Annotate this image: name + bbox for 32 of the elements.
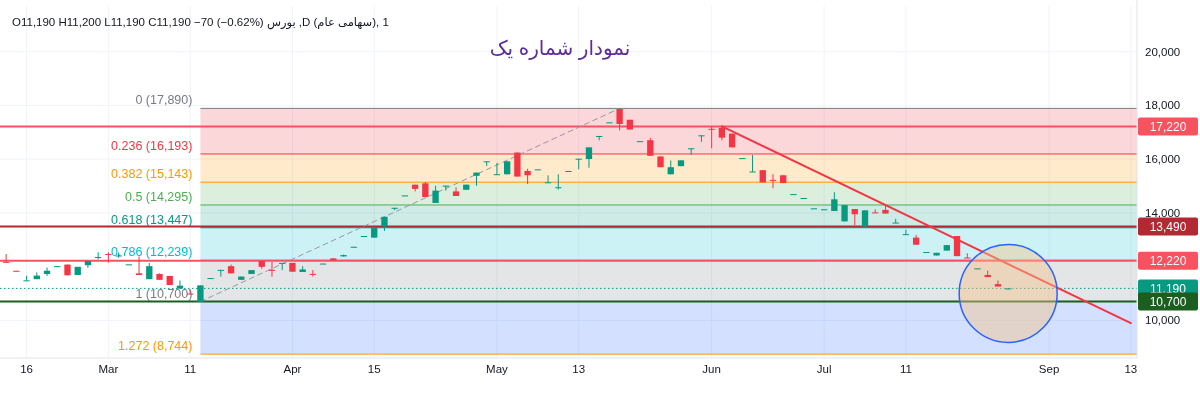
annotation: 1 (10,700) [135,286,193,301]
x-tick-label: 11 [899,363,912,375]
y-tick-label: 20,000 [1145,45,1181,58]
ref-line-label: 12,220 [1149,253,1187,268]
annotation: 0 (17,890) [135,93,193,108]
x-tick-label: Apr [283,363,302,375]
y-tick-label: 16,000 [1145,153,1181,166]
annotation: 0.786 (12,239) [111,245,193,260]
y-tick-label: 18,000 [1145,99,1181,112]
x-tick-label: 13 [572,363,586,375]
ref-line-label: 13,490 [1149,219,1187,234]
ref-line-label: 17,220 [1149,119,1187,134]
annotation: 0.5 (14,295) [124,189,193,204]
x-tick-label: Jul [816,363,832,375]
x-tick-label: 16 [20,363,33,375]
text: نمودار شماره یک [489,37,631,60]
x-tick-label: Jun [702,363,721,375]
x-tick-label: 13 [1124,363,1138,375]
annotation: 1.272 (8,744) [118,339,193,354]
annotation: 0.382 (15,143) [111,167,193,182]
x-tick-label: 11 [184,363,197,375]
ref-line-label: 11,190 [1150,281,1187,296]
y-tick-label: 10,000 [1145,314,1181,327]
x-tick-label: Mar [98,363,119,375]
x-tick-label: 15 [367,363,381,375]
text: 1 ,(سهامی عام) D, بورس O11,190 H11,200 L11,190 C11,190 −70 (−0.62%) [12,16,389,30]
y-tick-label: 14,000 [1145,206,1181,219]
x-tick-label: May [486,363,509,375]
x-tick-label: Sep [1038,363,1060,375]
ref-line-label: 10,700 [1149,294,1187,309]
annotation: 0.618 (13,447) [111,212,193,227]
annotation: 0.236 (16,193) [111,138,193,153]
